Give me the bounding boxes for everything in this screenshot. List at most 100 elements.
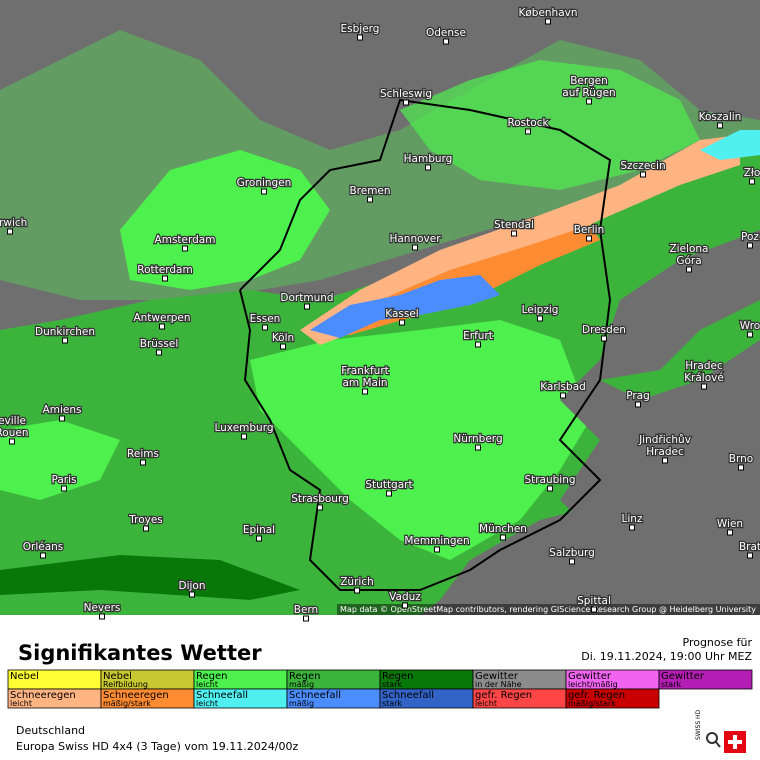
rain-east (600, 300, 760, 400)
snow-moderate (310, 275, 500, 338)
legend-label: Regen (289, 671, 321, 682)
city-dot (7, 228, 13, 235)
city-label: orwich (0, 217, 27, 229)
city-label: Amiens (43, 404, 82, 416)
city-dot (182, 245, 188, 252)
city-label: Bern (294, 604, 318, 616)
logo-handle (715, 741, 721, 748)
city-label: Wro (740, 320, 760, 332)
city-dot (560, 392, 566, 399)
city-dot (304, 303, 310, 310)
city-dot (156, 349, 162, 356)
city-dot (475, 444, 481, 451)
city-dot (686, 266, 692, 273)
city-dot (140, 459, 146, 466)
city-label: Amsterdam (155, 234, 216, 246)
city-dot (640, 171, 646, 178)
legend-sublabel: stark (382, 699, 402, 708)
city-label: Kassel (385, 308, 418, 320)
logo-text: SWISS HD (695, 709, 702, 740)
city-dot (525, 128, 531, 135)
legend-sublabel: in der Nähe (475, 680, 522, 689)
city-dot (569, 558, 575, 565)
city-dot (62, 337, 68, 344)
city-dot (402, 602, 408, 609)
city-dot (162, 275, 168, 282)
city-labels: Esbjerg Odense København Schleswig Bergenauf… (0, 6, 760, 622)
city-label: Paris (52, 474, 77, 486)
city-dot (635, 401, 641, 408)
city-label: Esbjerg (341, 23, 380, 35)
forecast-time: Di. 19.11.2024, 19:00 Uhr MEZ (581, 650, 752, 663)
city-dot (747, 331, 753, 338)
city-dot (241, 433, 247, 440)
city-dot (143, 525, 149, 532)
city-label: Schleswig (380, 88, 432, 100)
city-label: Brüssel (140, 338, 179, 350)
city-label: Zürich (340, 576, 374, 588)
city-dot (280, 343, 286, 350)
city-dot (399, 319, 405, 326)
city-dot (747, 242, 753, 249)
legend-label: Gewitter (568, 671, 612, 682)
city-label: Zło (744, 167, 760, 179)
city-label: am Main (342, 377, 387, 389)
city-label: Erfurt (463, 330, 493, 342)
city-label: Odense (426, 27, 466, 39)
attribution-bg (337, 604, 760, 615)
rain-light-baltic (400, 60, 700, 190)
city-label: Nürnberg (453, 433, 502, 445)
city-label: Králové (684, 372, 724, 384)
city-label: Groningen (237, 177, 292, 189)
city-dot (591, 606, 597, 613)
legend-sublabel: leicht (475, 699, 497, 708)
legend-sublabel: stark (661, 680, 681, 689)
map: Map data © OpenStreetMap contributors, r… (0, 0, 760, 615)
city-label: Memmingen (404, 535, 469, 547)
city-dot (545, 18, 551, 25)
city-label: Koszalin (699, 111, 742, 123)
city-dot (500, 534, 506, 541)
city-dot (537, 315, 543, 322)
city-label: Dunkirchen (35, 326, 95, 338)
city-label: Brat (739, 541, 760, 553)
city-label: Berlin (574, 224, 604, 236)
city-label: Jindřichův (638, 434, 691, 446)
city-label: Bremen (349, 185, 390, 197)
legend: Nebel NebelReifbildungRegenleichtRegenmäß… (7, 669, 753, 709)
city-label: Stuttgart (365, 479, 412, 491)
city-dot (629, 524, 635, 531)
city-label: Luxemburg (214, 422, 273, 434)
city-label: Dortmund (280, 292, 333, 304)
legend-label: gefr. Regen (568, 690, 625, 701)
legend-sublabel: leicht (10, 699, 32, 708)
city-label: Zielona (669, 243, 708, 255)
city-dot (727, 529, 733, 536)
city-label: Hradec (685, 360, 723, 372)
city-label: Prag (626, 390, 650, 402)
city-dot (261, 188, 267, 195)
city-dot (362, 388, 368, 395)
city-label: København (518, 7, 577, 19)
legend-sublabel: mäßig (289, 699, 314, 708)
city-label: München (479, 523, 527, 535)
city-dot (443, 38, 449, 45)
city-label: Dijon (179, 580, 206, 592)
city-label: Wien (717, 518, 743, 530)
city-dot (159, 323, 165, 330)
legend-label: Gewitter (475, 671, 519, 682)
rain-light-west (0, 420, 120, 500)
city-label: Frankfurt (341, 365, 389, 377)
city-dot (475, 341, 481, 348)
legend-sublabel: leicht/mäßig (568, 680, 618, 689)
legend-sublabel: Reifbildung (103, 680, 148, 689)
city-label: Straubing (524, 474, 575, 486)
city-dot (189, 591, 195, 598)
city-dot (425, 164, 431, 171)
city-dot (40, 552, 46, 559)
city-dot (701, 383, 707, 390)
city-dot (354, 587, 360, 594)
city-label: Orléans (23, 541, 64, 553)
legend-label: Schneefall (289, 690, 341, 701)
